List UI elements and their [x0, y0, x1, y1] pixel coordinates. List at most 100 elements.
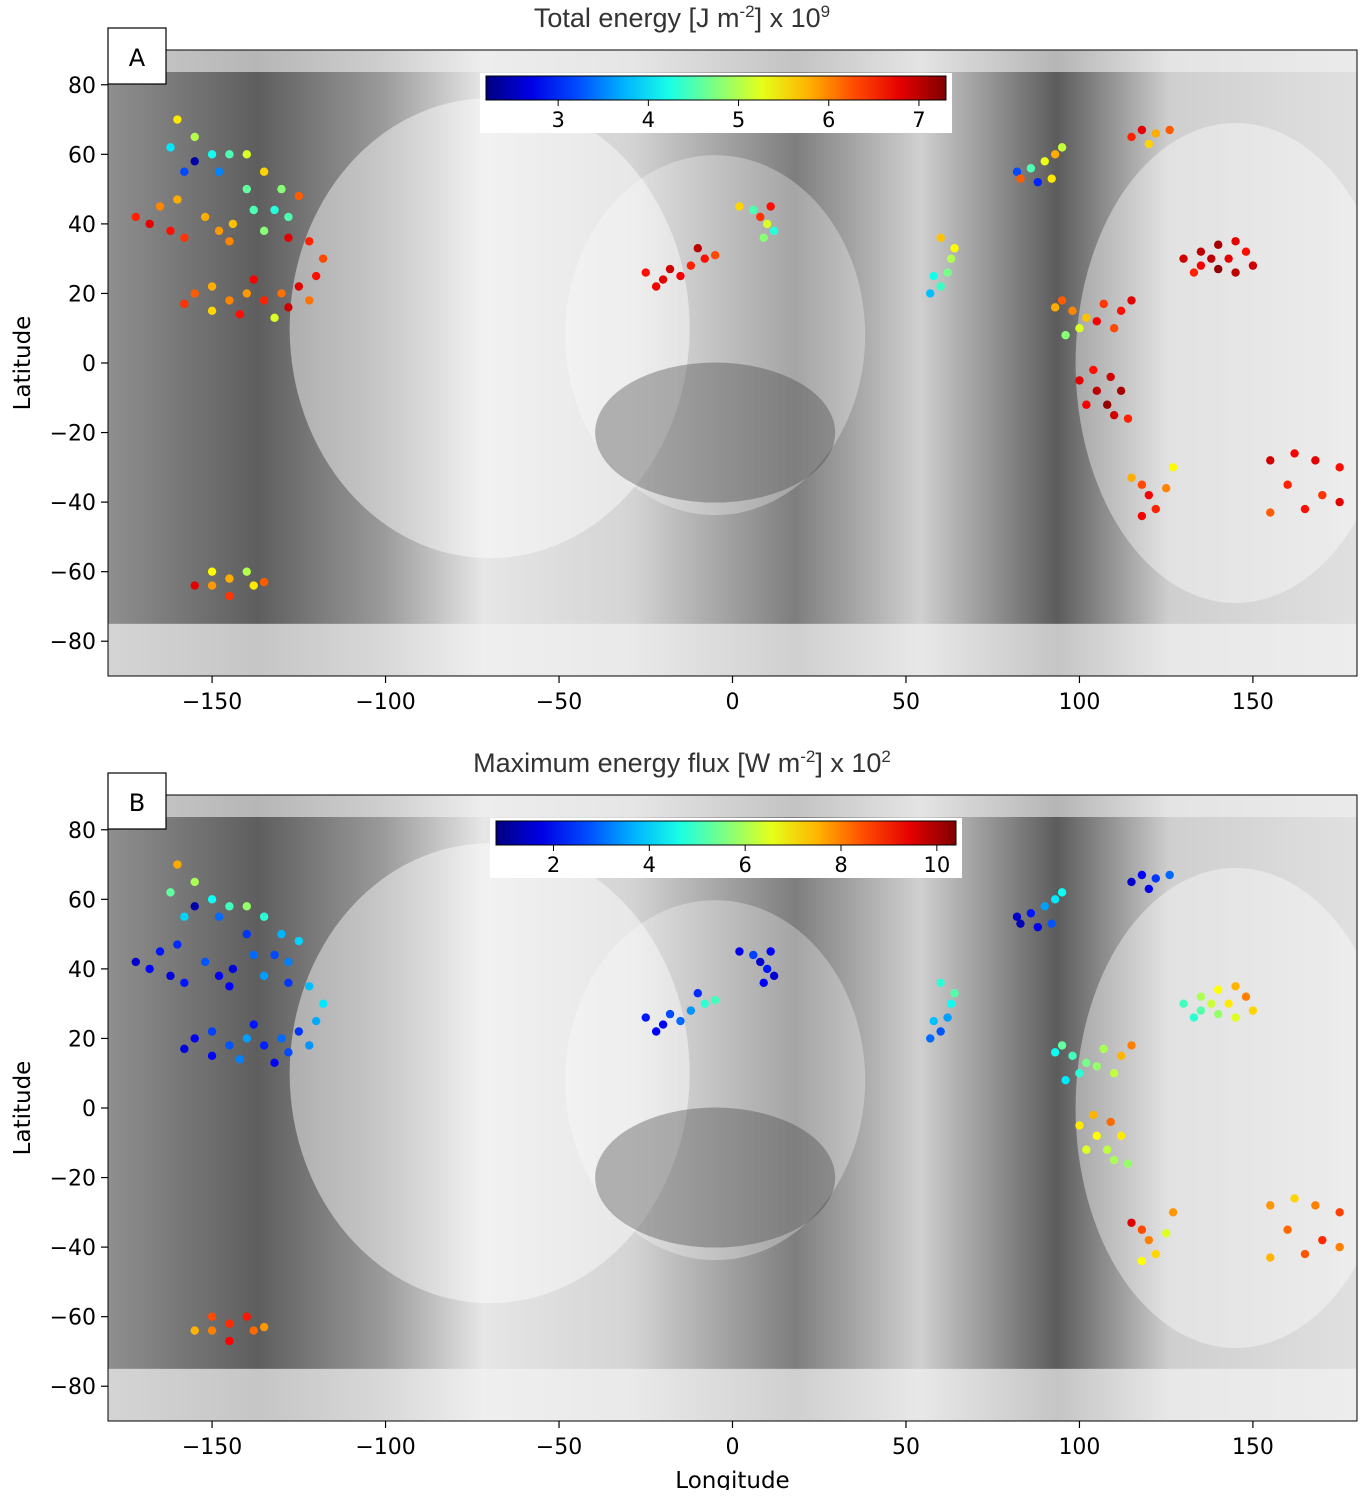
- scatter-point: [1026, 164, 1036, 173]
- scatter-point: [311, 271, 321, 281]
- scatter-point: [676, 1016, 685, 1026]
- scatter-point: [936, 233, 945, 242]
- scatter-point: [749, 950, 758, 960]
- scatter-point: [710, 250, 720, 260]
- terrain-light-region: [565, 900, 866, 1261]
- scatter-point: [155, 947, 165, 956]
- x-tick-label: −100: [355, 1435, 415, 1460]
- scatter-point: [284, 1048, 293, 1057]
- scatter-point: [1050, 895, 1060, 904]
- scatter-point: [1109, 324, 1119, 333]
- scatter-point: [1214, 240, 1223, 249]
- scatter-point: [318, 254, 328, 263]
- scatter-point: [749, 205, 758, 215]
- scatter-point: [1016, 174, 1025, 183]
- scatter-point: [180, 233, 189, 242]
- scatter-point: [284, 233, 293, 242]
- scatter-point: [1092, 386, 1101, 396]
- scatter-point: [1335, 1208, 1344, 1217]
- scatter-point: [735, 202, 744, 211]
- scatter-point: [180, 1044, 189, 1054]
- scatter-point: [1196, 1006, 1206, 1015]
- scatter-point: [950, 989, 959, 998]
- panel-letter-box: [107, 772, 167, 830]
- scatter-point: [270, 313, 279, 322]
- scatter-point: [641, 1013, 650, 1022]
- scatter-point: [190, 581, 199, 590]
- scatter-point: [318, 999, 328, 1008]
- panel-letter-box: [107, 27, 167, 85]
- scatter-point: [214, 912, 224, 921]
- scatter-point: [1012, 912, 1022, 921]
- colorbar-tick-label: 5: [732, 108, 745, 132]
- scatter-point: [284, 303, 293, 312]
- x-axis-label: Longitude: [675, 1468, 789, 1490]
- scatter-point: [1196, 992, 1206, 1001]
- scatter-point: [756, 957, 765, 967]
- scatter-point: [1089, 1110, 1098, 1120]
- scatter-point: [1057, 888, 1067, 897]
- scatter-point: [225, 1041, 234, 1050]
- scatter-point: [249, 1020, 258, 1029]
- scatter-point: [242, 1034, 251, 1043]
- scatter-point: [1283, 1225, 1292, 1234]
- colorbar-tick-label: 6: [738, 853, 751, 877]
- scatter-point: [190, 1034, 199, 1043]
- scatter-point: [950, 244, 959, 253]
- scatter-point: [259, 167, 269, 176]
- scatter-point: [651, 1027, 661, 1036]
- y-tick-label: −40: [50, 1236, 96, 1261]
- terrain-dark-region: [595, 362, 836, 503]
- scatter-point: [242, 929, 251, 939]
- scatter-point: [207, 581, 217, 590]
- scatter-point: [1168, 463, 1178, 472]
- scatter-point: [1082, 400, 1091, 409]
- x-tick-label: −50: [536, 1435, 582, 1460]
- scatter-point: [225, 296, 234, 305]
- scatter-point: [200, 957, 210, 967]
- scatter-point: [145, 964, 154, 974]
- scatter-point: [1168, 1208, 1178, 1217]
- scatter-point: [249, 205, 258, 215]
- scatter-point: [207, 282, 217, 291]
- scatter-point: [242, 1312, 251, 1321]
- scatter-point: [225, 574, 234, 583]
- scatter-point: [762, 219, 772, 229]
- scatter-point: [1207, 254, 1216, 263]
- scatter-point: [270, 950, 279, 960]
- scatter-point: [225, 1336, 234, 1346]
- scatter-point: [249, 950, 258, 960]
- scatter-point: [259, 971, 269, 981]
- scatter-point: [1127, 877, 1136, 887]
- scatter-point: [249, 275, 258, 284]
- scatter-point: [1290, 449, 1299, 458]
- x-tick-label: 150: [1232, 1435, 1274, 1460]
- y-tick-label: −20: [50, 1167, 96, 1192]
- scatter-point: [225, 902, 234, 911]
- scatter-point: [1283, 480, 1292, 489]
- scatter-point: [228, 964, 238, 974]
- scatter-point: [1335, 497, 1344, 507]
- scatter-point: [1318, 490, 1327, 500]
- scatter-point: [1026, 909, 1036, 918]
- scatter-point: [1231, 982, 1240, 991]
- scatter-point: [270, 1058, 279, 1067]
- scatter-point: [294, 1027, 304, 1036]
- scatter-point: [1189, 1013, 1199, 1022]
- scatter-point: [1231, 1013, 1240, 1022]
- scatter-point: [1106, 1117, 1115, 1127]
- scatter-point: [710, 995, 720, 1005]
- y-tick-label: 0: [82, 352, 96, 377]
- scatter-point: [1266, 1201, 1275, 1210]
- scatter-point: [1224, 254, 1233, 263]
- scatter-point: [1137, 1256, 1147, 1266]
- panel-a-title-tail: ] x 10: [754, 3, 821, 33]
- scatter-point: [1033, 922, 1043, 932]
- panel-b-title-main: Maximum energy flux [W m: [473, 748, 801, 778]
- scatter-point: [686, 261, 696, 270]
- scatter-point: [735, 947, 744, 956]
- panel-a-title-unit-sup: -2: [739, 2, 755, 21]
- scatter-point: [207, 1051, 217, 1061]
- x-tick-label: 0: [726, 690, 740, 715]
- scatter-point: [1050, 1048, 1060, 1057]
